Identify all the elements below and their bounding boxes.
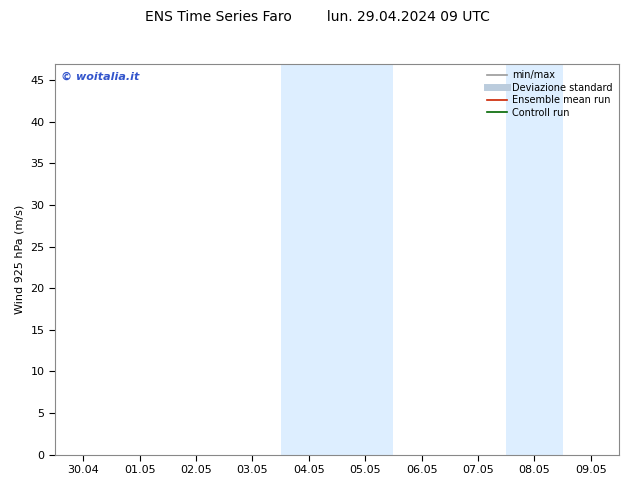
Text: © woitalia.it: © woitalia.it (61, 72, 139, 81)
Legend: min/max, Deviazione standard, Ensemble mean run, Controll run: min/max, Deviazione standard, Ensemble m… (486, 69, 614, 120)
Bar (506, 64, 562, 455)
Bar (281, 64, 394, 455)
Text: ENS Time Series Faro        lun. 29.04.2024 09 UTC: ENS Time Series Faro lun. 29.04.2024 09 … (145, 10, 489, 24)
Y-axis label: Wind 925 hPa (m/s): Wind 925 hPa (m/s) (15, 204, 25, 314)
